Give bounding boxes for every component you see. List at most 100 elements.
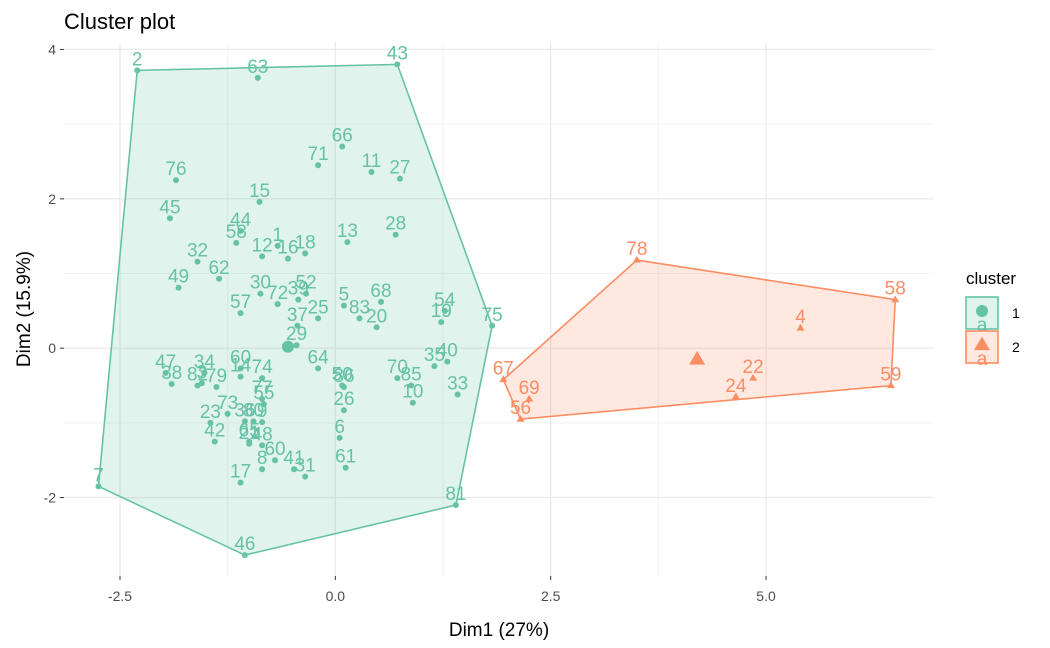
data-point <box>431 363 438 370</box>
point-label: 48 <box>252 424 273 445</box>
point-label: 71 <box>308 144 329 165</box>
point-label: 49 <box>168 267 189 288</box>
data-point <box>392 231 399 238</box>
legend-label: 2 <box>1012 339 1020 355</box>
point-label: 40 <box>437 341 458 362</box>
point-label: 83 <box>349 297 370 318</box>
grid-major <box>64 42 934 576</box>
point-label: 9 <box>257 401 268 422</box>
data-point <box>525 394 534 402</box>
data-point <box>356 315 363 322</box>
data-point <box>134 67 141 74</box>
y-axis-title: Dim2 (15.9%) <box>14 251 35 367</box>
data-point <box>233 239 240 246</box>
point-label: 58 <box>885 279 906 300</box>
point-label: 35 <box>424 345 445 366</box>
legend-glyph-letter: a <box>977 315 988 336</box>
data-point <box>284 255 291 262</box>
data-point <box>396 175 403 182</box>
point-label: 46 <box>234 534 255 555</box>
point-label: 59 <box>880 365 901 386</box>
point-label: 30 <box>250 273 271 294</box>
point-label: 21 <box>239 423 260 444</box>
point-label: 73 <box>217 393 238 414</box>
data-point <box>260 401 267 408</box>
x-tick-label: 2.5 <box>541 588 561 604</box>
legend-title: cluster <box>966 269 1016 288</box>
cluster-centroids <box>281 340 706 365</box>
data-point <box>516 414 525 422</box>
panel-background <box>64 42 934 576</box>
data-point <box>377 298 384 305</box>
data-point <box>241 418 248 425</box>
data-point <box>303 290 310 297</box>
point-label: 64 <box>308 347 330 368</box>
point-label: 77 <box>252 378 273 399</box>
data-point <box>246 440 253 447</box>
point-label: 12 <box>252 235 273 256</box>
data-points <box>95 61 900 559</box>
point-label: 10 <box>402 382 423 403</box>
data-point <box>441 307 448 314</box>
data-point <box>340 384 347 391</box>
y-tick-label: 2 <box>48 191 56 207</box>
data-point <box>373 324 380 331</box>
data-point <box>237 310 244 317</box>
point-label: 60 <box>230 347 251 368</box>
data-point <box>274 242 281 249</box>
point-label: 32 <box>187 241 208 262</box>
data-point <box>632 255 641 263</box>
point-label: 63 <box>247 57 268 78</box>
point-label: 29 <box>286 324 307 345</box>
data-point <box>274 301 281 308</box>
point-label: 42 <box>204 421 225 442</box>
point-label: 37 <box>287 305 308 326</box>
data-point <box>452 502 459 509</box>
data-point <box>315 162 322 169</box>
data-point <box>749 373 758 381</box>
data-point <box>489 322 496 329</box>
point-label: 13 <box>337 221 358 242</box>
data-point <box>394 61 401 68</box>
legend-glyph-circle <box>976 305 988 317</box>
point-label: 16 <box>277 238 298 259</box>
point-label: 27 <box>389 158 410 179</box>
data-point <box>409 399 416 406</box>
point-label: 36 <box>234 400 255 421</box>
point-label: 82 <box>187 365 208 386</box>
point-label: 39 <box>288 279 309 300</box>
data-point <box>731 392 740 400</box>
data-point <box>344 239 351 246</box>
point-label: 11 <box>362 151 382 172</box>
data-point <box>394 375 401 382</box>
point-label: 85 <box>401 365 422 386</box>
point-label: 81 <box>445 484 466 505</box>
data-point <box>162 369 169 376</box>
data-point <box>454 391 461 398</box>
data-point <box>796 323 805 331</box>
point-label: 79 <box>206 366 227 387</box>
data-point <box>166 215 173 222</box>
point-label: 31 <box>295 456 316 477</box>
point-label: 15 <box>249 181 270 202</box>
cluster-hulls <box>97 63 897 556</box>
point-label: 1 <box>272 225 283 246</box>
data-point <box>224 410 231 417</box>
data-point <box>254 74 261 81</box>
point-label: 55 <box>253 383 274 404</box>
point-label: 4 <box>795 307 806 328</box>
data-point <box>368 168 375 175</box>
data-point <box>294 322 301 329</box>
data-point <box>259 253 266 260</box>
data-point <box>201 369 208 376</box>
data-point <box>256 198 263 205</box>
y-tick-label: -2 <box>44 490 57 506</box>
point-label: 74 <box>252 357 274 378</box>
point-label: 86 <box>333 366 354 387</box>
point-label: 34 <box>194 352 216 373</box>
data-point <box>408 382 415 389</box>
